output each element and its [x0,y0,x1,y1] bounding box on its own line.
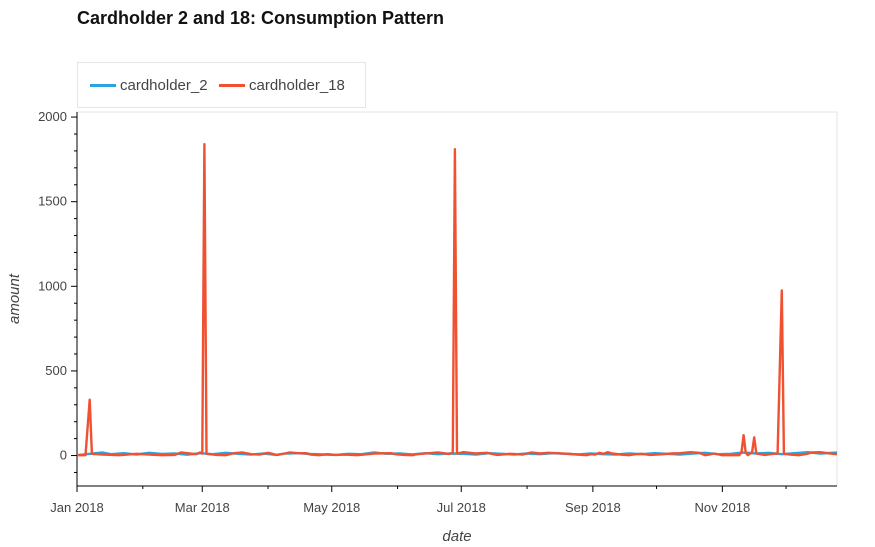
y-tick-label: 0 [60,448,67,463]
y-tick-label: 500 [45,363,67,378]
y-axis: 0 500 1000 1500 2000 [38,109,78,486]
y-tick-label: 1500 [38,194,67,209]
y-tick-label: 2000 [38,109,67,124]
x-tick-label: May 2018 [303,500,360,515]
x-axis-label: date [442,528,471,545]
x-tick-label: Sep 2018 [565,500,621,515]
legend-label-cardholder-18: cardholder_18 [249,77,345,94]
legend-item-cardholder-2[interactable]: cardholder_2 [90,77,208,95]
legend-label-cardholder-2: cardholder_2 [120,77,208,94]
x-tick-label: Nov 2018 [695,500,751,515]
x-tick-label: Jan 2018 [50,500,104,515]
chart-title: Cardholder 2 and 18: Consumption Pattern [77,8,445,28]
x-tick-label: Mar 2018 [175,500,230,515]
legend-item-cardholder-18[interactable]: cardholder_18 [219,77,345,95]
y-axis-label: amount [6,273,23,324]
legend-swatch-cardholder-18 [219,83,245,87]
x-axis: Jan 2018 Mar 2018 May 2018 Jul 2018 Sep 2018… [50,485,837,515]
chart-legend[interactable]: cardholder_2 cardholder_18 [77,62,366,108]
x-tick-label: Jul 2018 [437,500,486,515]
y-tick-label: 1000 [38,278,67,293]
series-line-cardholder-18 [77,142,838,457]
legend-swatch-cardholder-2 [90,83,116,87]
series-layer [76,142,838,457]
